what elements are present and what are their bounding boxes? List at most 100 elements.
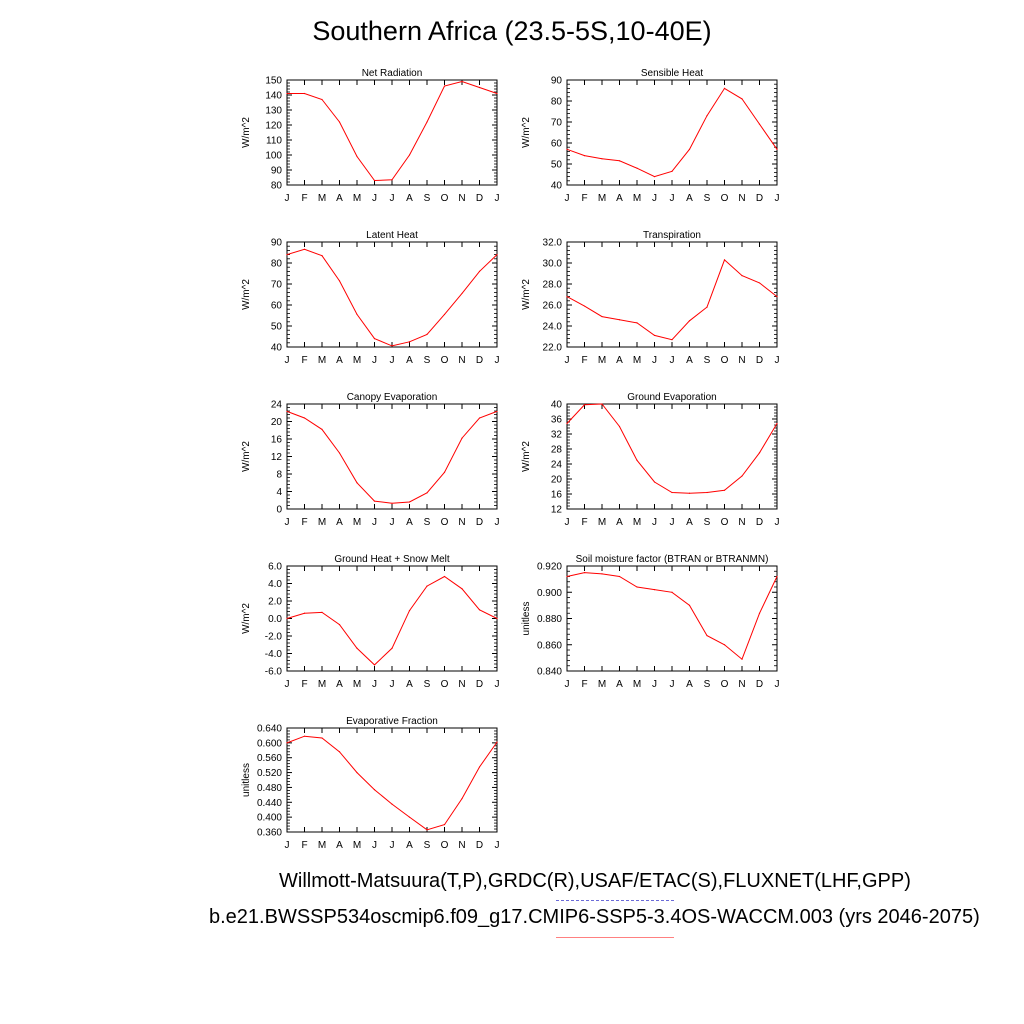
- panel-7-ytick-label: 2.0: [268, 597, 282, 608]
- panel-6-xtick-label: F: [581, 517, 587, 528]
- panel-1-xtick-label: D: [476, 193, 483, 204]
- panel-5-data-point: [356, 482, 358, 484]
- panel-3-ytick-label: 90: [271, 238, 283, 249]
- panel-2-xtick-label: A: [616, 193, 623, 204]
- panel-7-xtick-label: J: [372, 679, 377, 690]
- panel-8-xtick-label: A: [616, 679, 623, 690]
- panel-2-data-point: [583, 155, 586, 157]
- panel-6-data-point: [618, 425, 621, 428]
- panel-9-data-point: [356, 771, 358, 774]
- panel-1-data-point: [321, 98, 323, 101]
- panel-6-xtick-label: S: [704, 517, 711, 528]
- panel-2-series-line: [566, 87, 778, 178]
- panel-6-ytick-label: 12: [551, 505, 563, 516]
- panel-6-ylabel: W/m^2: [521, 441, 532, 472]
- panel-5-data-point: [496, 410, 498, 413]
- panel-7-data-point: [478, 609, 481, 611]
- panel-1-data-point: [373, 179, 376, 182]
- panel-4-data-point: [566, 296, 568, 298]
- panel-1-title: Net Radiation: [362, 68, 423, 79]
- panel-9-data-point: [286, 742, 288, 744]
- panel-7-ytick-label: 0.0: [268, 614, 282, 625]
- panel-1-ytick-label: 100: [265, 151, 282, 162]
- panel-5-xtick-label: N: [458, 517, 465, 528]
- panel-1-data-point: [478, 86, 481, 89]
- panel-1-xtick-label: N: [458, 193, 465, 204]
- panel-5-ytick-label: 8: [276, 470, 282, 481]
- panel-1-data-point: [303, 92, 306, 95]
- panel-7-ytick-label: -4.0: [265, 649, 283, 660]
- panel-7-data-point: [408, 610, 411, 612]
- panel-9-data-point: [408, 816, 411, 818]
- panel-6-frame: [566, 403, 778, 510]
- panel-5-xtick-label: J: [390, 517, 395, 528]
- panel-4-ytick-label: 24.0: [543, 322, 563, 333]
- panel-3-ylabel: W/m^2: [241, 279, 252, 310]
- panel-4-data-point: [776, 296, 778, 298]
- panel-3-ytick-label: 50: [271, 322, 283, 333]
- panel-1-frame: [286, 79, 498, 186]
- panel-8-frame: [566, 565, 778, 672]
- panel-6-ytick-label: 32: [551, 430, 563, 441]
- panel-7-xtick-label: M: [353, 679, 361, 690]
- panel-5-data-point: [426, 492, 428, 494]
- panel-7-data-point: [356, 647, 358, 649]
- panel-3-data-point: [426, 333, 428, 335]
- panel-3-data-point: [338, 280, 341, 282]
- panel-4-xtick-label: J: [670, 355, 675, 366]
- panel-9-data-point: [426, 829, 428, 831]
- panel-3-xtick-label: J: [285, 355, 290, 366]
- panel-8-ytick-label: 0.840: [537, 667, 562, 678]
- panel-1-series-line: [287, 80, 498, 182]
- panel-7-ylabel: W/m^2: [241, 603, 252, 634]
- panel-2-ytick-label: 80: [551, 97, 563, 108]
- panel-9-xtick-label: O: [441, 840, 449, 851]
- panel-7-data-point: [461, 588, 463, 590]
- panel-7-data-point: [373, 664, 376, 666]
- panel-4-data-point: [653, 334, 656, 337]
- panel-1-data-point: [426, 121, 428, 123]
- panel-7-data-point: [286, 617, 288, 620]
- panel-5-data-point: [286, 410, 288, 413]
- panel-3-xtick-label: M: [353, 355, 361, 366]
- panel-5-data-point: [478, 417, 481, 419]
- legend-model-label: b.e21.BWSSP534oscmip6.f09_g17.CMIP6-SSP5…: [209, 906, 980, 928]
- panel-7-xtick-label: J: [285, 679, 290, 690]
- panel-1-data-point: [443, 85, 446, 87]
- panel-1-ytick-label: 140: [265, 91, 282, 102]
- panel-4-xtick-label: D: [756, 355, 763, 366]
- panel-7-xtick-label: F: [301, 679, 307, 690]
- panel-5-ytick-label: 24: [271, 400, 283, 411]
- panel-5-data-point: [338, 452, 341, 454]
- panel-9-data-point: [373, 789, 376, 791]
- panel-6-ytick-label: 20: [551, 475, 563, 486]
- panel-3-data-point: [286, 254, 288, 256]
- panel-8-data-point: [706, 634, 708, 637]
- panel-4-data-point: [601, 315, 603, 318]
- panel-3-xtick-label: A: [336, 355, 343, 366]
- panel-7-frame: [286, 565, 498, 672]
- panel-6-data-point: [653, 481, 656, 483]
- panel-2-xtick-label: J: [652, 193, 657, 204]
- panel-5-xtick-label: D: [476, 517, 483, 528]
- panel-2-ytick-label: 70: [551, 118, 563, 129]
- panel-2-xtick-label: M: [633, 193, 641, 204]
- panel-4-data-point: [706, 306, 708, 308]
- panel-2-frame: [566, 79, 778, 186]
- panel-6-data-point: [601, 403, 603, 405]
- panel-8-xtick-label: J: [652, 679, 657, 690]
- panel-5-data-point: [443, 471, 446, 473]
- panel-8-xtick-label: J: [565, 679, 570, 690]
- panel-1-xtick-label: M: [318, 193, 326, 204]
- panel-9-xtick-label: J: [390, 840, 395, 851]
- panel-4-frame: [566, 241, 778, 348]
- panel-6-series-line: [566, 403, 778, 494]
- legend-observations-line: [556, 900, 674, 901]
- figure-title: Southern Africa (23.5-5S,10-40E): [312, 16, 712, 46]
- panel-4-xtick-label: J: [565, 355, 570, 366]
- panel-2-ytick-label: 50: [551, 160, 563, 171]
- panel-6-ytick-label: 36: [551, 415, 563, 426]
- panel-2-ylabel: W/m^2: [521, 117, 532, 148]
- panel-9-data-point: [321, 737, 323, 739]
- panel-2-data-point: [741, 98, 743, 100]
